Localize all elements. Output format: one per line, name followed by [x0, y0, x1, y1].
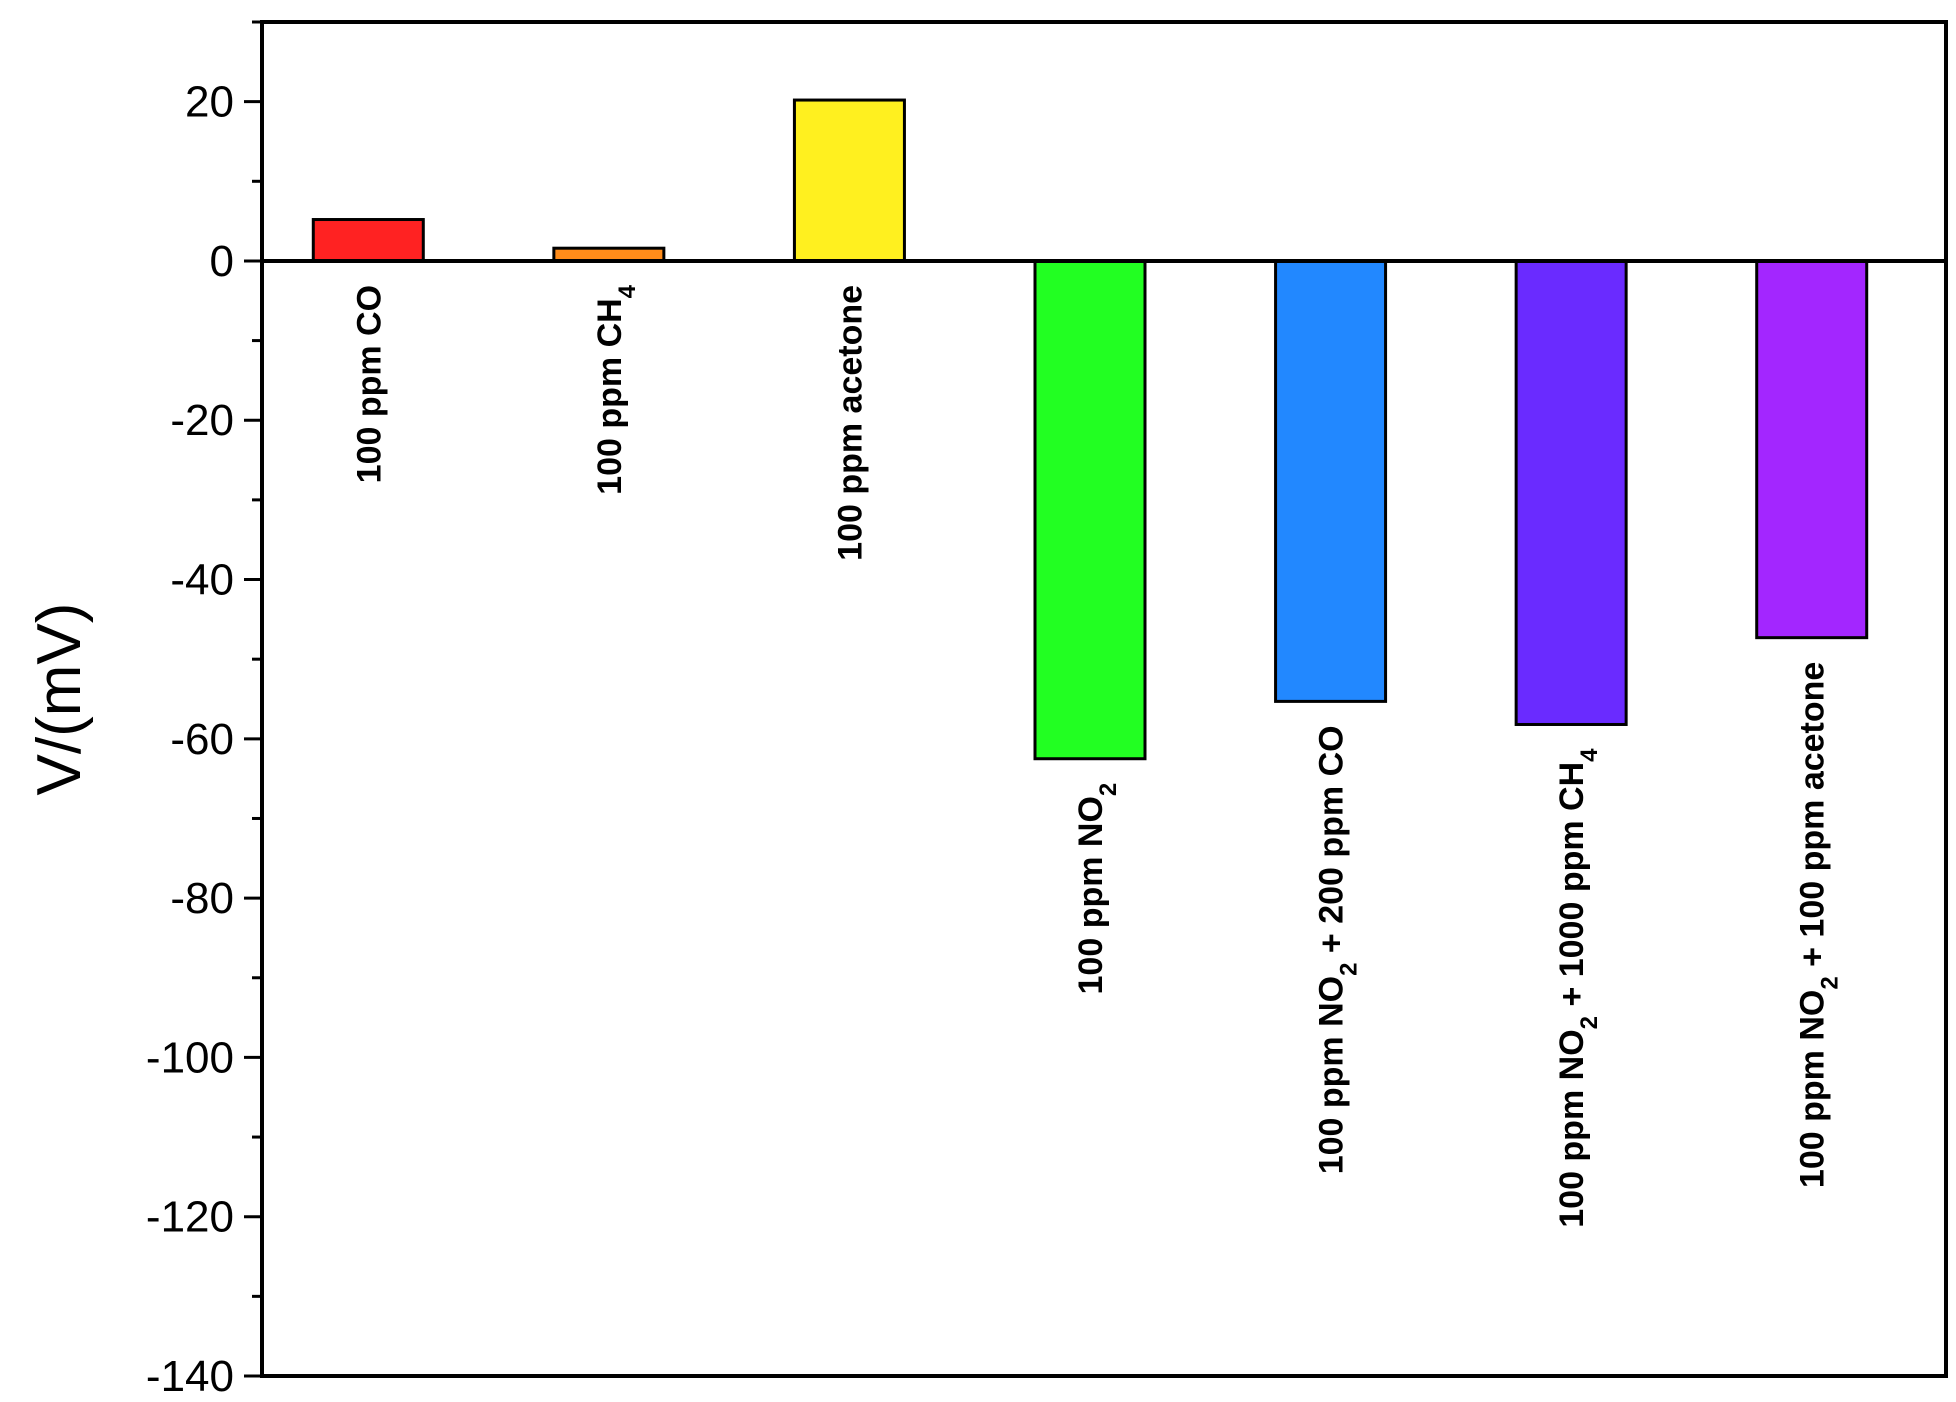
bar [311, 218, 425, 263]
category-label: 100 ppm acetone [831, 285, 869, 561]
bar [1755, 259, 1869, 640]
y-tick-label: -20 [170, 396, 234, 445]
y-tick-label: -140 [146, 1352, 234, 1401]
category-label: 100 ppm NO2 [1072, 783, 1122, 995]
y-tick-label: -80 [170, 874, 234, 923]
bars [311, 98, 1869, 761]
bar [1514, 259, 1628, 726]
y-tick-label: -100 [146, 1033, 234, 1082]
y-axis-title: V/(mV) [25, 603, 94, 796]
category-label: 100 ppm CH4 [591, 284, 641, 495]
y-tick-label: 20 [185, 78, 234, 127]
y-tick-label: 0 [210, 237, 234, 286]
category-label: 100 ppm NO2 + 200 ppm CO [1313, 725, 1363, 1174]
bar [1033, 259, 1147, 761]
y-tick-label: -60 [170, 715, 234, 764]
plot-frame [260, 20, 1948, 1378]
bar [1274, 259, 1388, 703]
category-label: 100 ppm NO2 + 1000 ppm CH4 [1553, 748, 1603, 1228]
y-axis-ticks: 20 0 -20 -40 -60 -80 -100 -120 -140 [146, 20, 262, 1401]
category-label: 100 ppm CO [350, 285, 388, 483]
category-labels: 100 ppm CO 100 ppm CH4 100 ppm acetone 100 … [350, 284, 1843, 1227]
y-tick-label: -40 [170, 556, 234, 605]
category-label: 100 ppm NO2 + 100 ppm acetone [1794, 662, 1844, 1188]
bar [792, 98, 906, 263]
y-tick-label: -120 [146, 1193, 234, 1242]
